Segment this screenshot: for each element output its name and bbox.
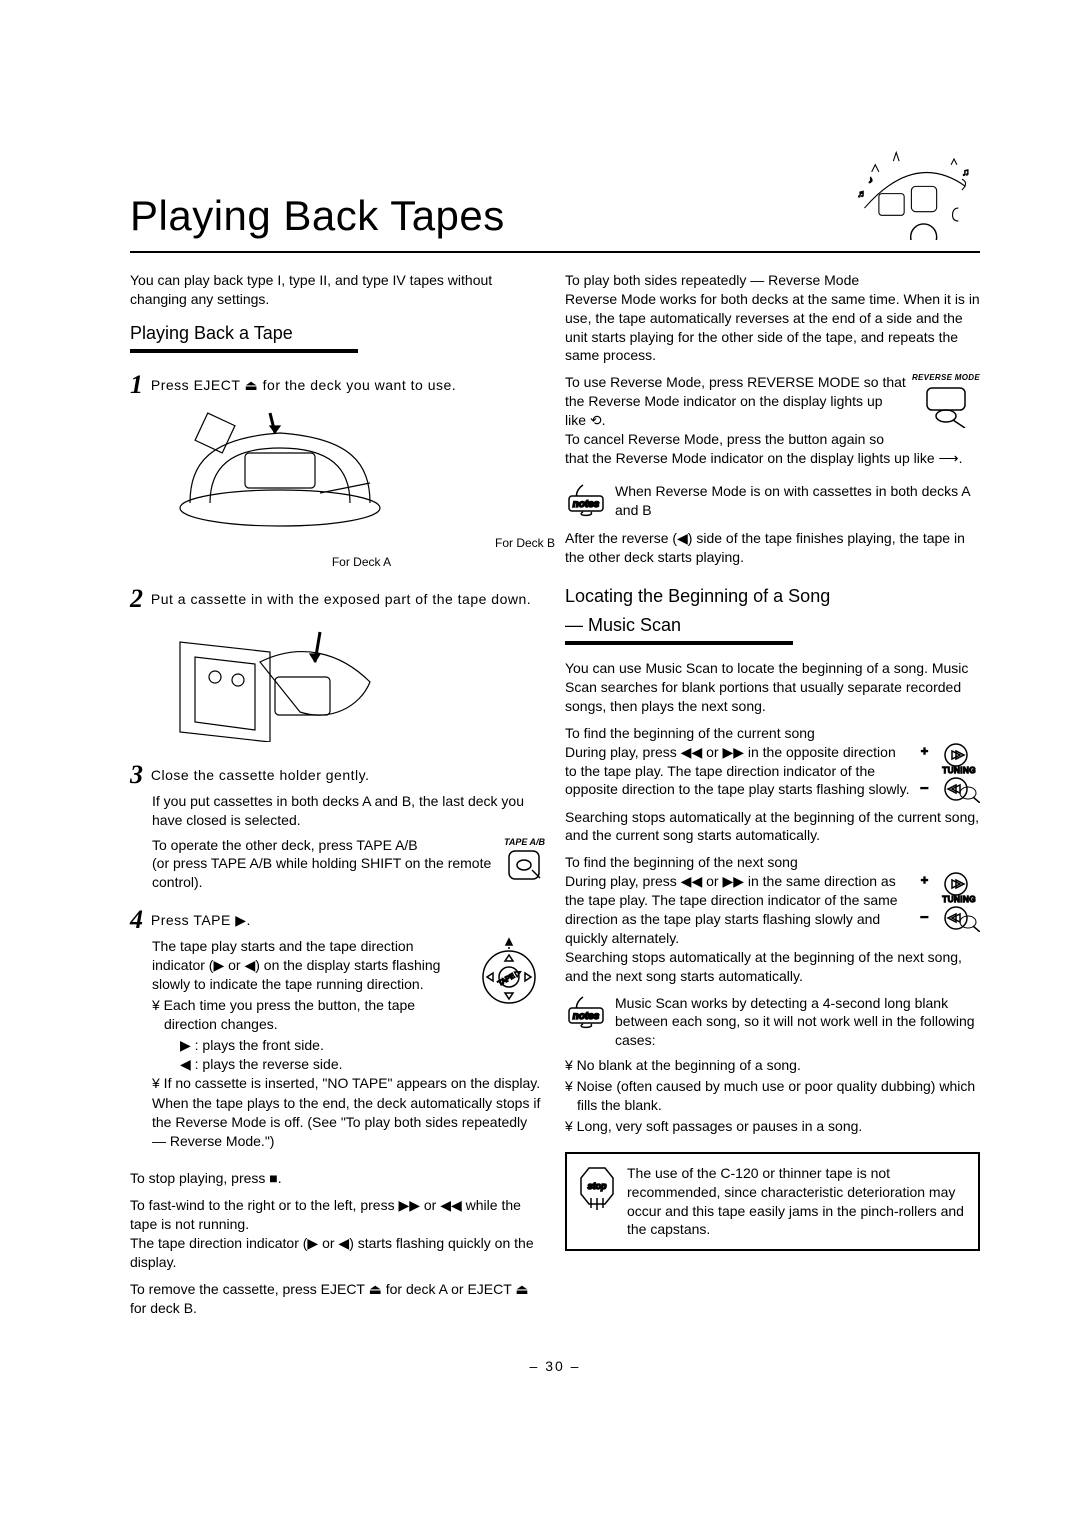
step4-bullet2: ¥ If no cassette is inserted, "NO TAPE" … [152,1074,545,1093]
find-next-head: To find the beginning of the next song [565,853,980,872]
music-note-b1: ¥ No blank at the beginning of a song. [565,1056,980,1075]
step4-head: Press TAPE ▶. [151,912,251,928]
svg-text:–: – [921,780,928,794]
music-note-head: Music Scan works by detecting a 4-second… [615,994,980,1051]
step4-bullet1a: ▶ : plays the front side. [180,1036,545,1055]
reverse-note-head: When Reverse Mode is on with cassettes i… [615,482,980,520]
svg-text:♪: ♪ [868,175,873,186]
tape-ab-button-icon: TAPE A/B [504,836,545,887]
deck-open-illustration: For Deck B For Deck A [170,408,545,571]
step2-text: Put a cassette in with the exposed part … [151,591,531,607]
tuning-buttons-icon-1: + TUNING – [916,743,980,808]
step-number-1: 1 [130,370,143,399]
svg-text:+: + [921,873,928,887]
music-doodle-icon: ♪ ♫ ♬ [850,140,980,245]
fast-line1: To fast-wind to the right or to the left… [130,1196,545,1234]
caution-text: The use of the C-120 or thinner tape is … [627,1164,966,1240]
locate-heading1: Locating the Beginning of a Song [565,584,980,608]
stop-hand-icon: stop [577,1164,617,1240]
svg-text:TUNING: TUNING [942,766,976,775]
step-number-4: 4 [130,905,143,934]
intro-text: You can play back type I, type II, and t… [130,271,545,309]
svg-text:notes: notes [573,1011,600,1022]
locate-rule [565,641,793,645]
remove-line: To remove the cassette, press EJECT ⏏ fo… [130,1280,545,1318]
step-number-3: 3 [130,760,143,789]
find-next-end: Searching stops automatically at the beg… [565,948,980,986]
page-title: Playing Back Tapes [130,188,505,245]
reverse-body: Reverse Mode works for both decks at the… [565,290,980,366]
svg-text:♫: ♫ [962,168,970,179]
svg-text:♬: ♬ [857,189,867,200]
step3-line2: To operate the other deck, press TAPE A/… [152,836,545,855]
stop-line: To stop playing, press ■. [130,1169,545,1188]
step3-line1: If you put cassettes in both decks A and… [152,792,545,830]
svg-text:stop: stop [588,1181,608,1191]
svg-text:TUNING: TUNING [942,895,976,904]
page-number: – 30 – [130,1357,980,1376]
svg-text:–: – [921,909,928,923]
reverse-title: To play both sides repeatedly — Reverse … [565,271,980,290]
step4-end: When the tape plays to the end, the deck… [152,1094,545,1151]
tuning-buttons-icon-2: + TUNING – [916,872,980,937]
notes-icon-2: notes [565,994,607,1051]
step4-bullet1b: ◀ : plays the reverse side. [180,1055,545,1074]
svg-text:+: + [921,744,928,758]
cassette-insert-illustration [170,622,545,747]
caution-box: stop The use of the C-120 or thinner tap… [565,1152,980,1252]
step3-head: Close the cassette holder gently. [151,767,370,783]
find-current-head: To find the beginning of the current son… [565,724,980,743]
music-note-b2: ¥ Noise (often caused by much use or poo… [565,1077,980,1115]
step1-text: Press EJECT ⏏ for the deck you want to u… [151,377,456,393]
reverse-cancel: To cancel Reverse Mode, press the button… [565,430,980,468]
find-current-end: Searching stops automatically at the beg… [565,808,980,846]
step3-line3: (or press TAPE A/B while holding SHIFT o… [152,854,545,892]
locate-intro: You can use Music Scan to locate the beg… [565,659,980,716]
section-rule [130,349,358,353]
tape-dpad-icon: TAPE ▶ [473,937,545,1014]
decka-caption: For Deck A [332,555,391,569]
step-number-2: 2 [130,584,143,613]
section-heading-playing: Playing Back a Tape [130,321,545,345]
deckb-caption: For Deck B [495,536,555,550]
svg-text:notes: notes [573,499,600,510]
title-rule [130,251,980,253]
notes-icon: notes [565,482,607,523]
fast-line2: The tape direction indicator (▶ or ◀) st… [130,1234,545,1272]
reverse-note-body: After the reverse (◀) side of the tape f… [565,529,980,567]
reverse-mode-button-icon: REVERSE MODE [912,373,980,433]
locate-heading2: — Music Scan [565,613,980,637]
music-note-b3: ¥ Long, very soft passages or pauses in … [565,1117,980,1136]
